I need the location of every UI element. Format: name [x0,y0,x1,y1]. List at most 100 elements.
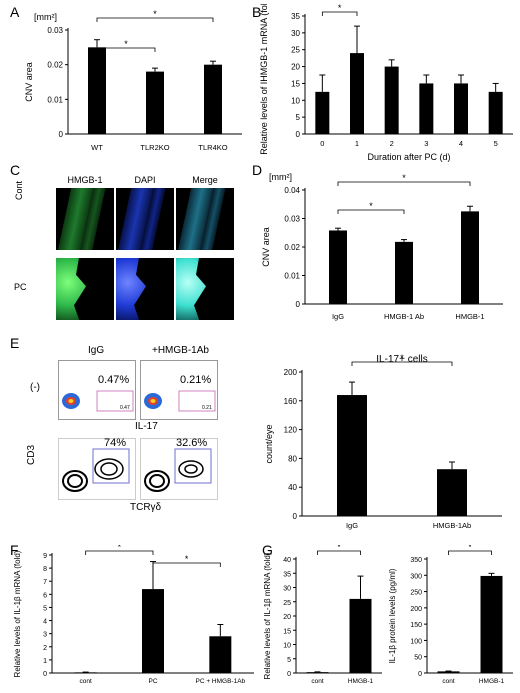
y-tick-label-g2: 100 [410,638,422,645]
x-tick-label-f: PC [148,678,157,685]
significance-star-a: * [124,39,128,49]
bar-d-1 [395,241,413,304]
bar-b-5 [488,91,503,134]
flow-plot-igg-tcr [58,438,136,500]
y-axis-label-b: Relative levels of IHMGB-1 mRNA (fold) [259,4,269,155]
flow-dots-igg [62,390,134,412]
flow-row-label: (-) [30,382,40,393]
flow-x-label-il17: IL-17 [135,421,158,432]
x-tick-label-f: cont [80,678,92,685]
y-tick-label-f: 7 [43,579,47,586]
y-tick-label-f: 9 [43,553,47,560]
bar-f-1 [142,589,164,673]
y-tick-label-g2: 250 [410,590,422,597]
y-axis-label-a: CNV area [24,62,34,102]
significance-bracket-f [152,562,221,567]
y-tick-label-g2: 50 [414,655,422,662]
y-tick-label-b: 0 [296,130,301,139]
y-axis-label-g2: IL-1β protein levels (pg/ml) [388,568,397,663]
unit-label-a: [mm²] [34,12,57,22]
significance-bracket-d [337,181,471,186]
y-tick-label-b: 25 [291,46,300,55]
y-tick-label-b: 5 [296,113,301,122]
bar-e-0 [337,395,367,516]
flow-plot-hmgb1ab-tcr [140,438,218,500]
column-title-merge: Merge [192,175,218,185]
bar-d-2 [461,211,479,304]
y-tick-label-g1: 30 [283,586,291,593]
y-tick-label-f: 0 [43,671,47,678]
x-tick-label-d: IgG [332,312,344,321]
flow-title-hmgb1ab: +HMGB-1Ab [152,345,209,356]
y-axis-label-f: Relative levels of IL-1β mRNA (fold) [13,550,22,677]
flow-dots-hmgb1ab [144,390,216,412]
y-tick-label-f: 4 [43,619,47,626]
bar-a-2 [204,64,222,134]
column-title-dapi: DAPI [134,175,156,185]
bar-d-0 [329,230,347,304]
y-tick-label-d: 0.04 [284,186,300,195]
significance-star-d: * [369,201,373,211]
chart-g-il1b-protein: 0 50 100 150 200 250 300 350 cont HMGB-1 IL-1β pro… [388,545,513,685]
bar-b-0 [315,91,330,134]
bar-g1-1 [349,598,372,673]
bar-f-0 [74,672,97,673]
y-tick-label-e: 40 [288,483,297,492]
panel-label-f: F [10,542,19,558]
significance-bracket-a [96,17,214,22]
bar-g2-0 [437,671,460,673]
y-tick-label-a: 0.02 [47,61,63,70]
significance-star-g1: * [337,545,341,552]
flow-x-label-tcr: TCRγδ [130,502,162,513]
significance-star-f: * [118,545,122,552]
panel-label-c: C [10,162,21,178]
significance-bracket-b [321,11,358,16]
x-tick-label-b: 3 [424,139,428,148]
bar-b-2 [384,66,399,134]
y-axis-label-g1: Relative levels of IL-1β mRNA (fold) [263,552,272,679]
flow-small-hmgb1ab: 0.21 [202,405,212,411]
y-tick-label-g1: 5 [287,657,291,664]
y-tick-label-g1: 0 [287,671,291,678]
chart-g-il1b-mrna: 0 5 10 15 20 25 30 35 40 cont HMGB-1 Relative level… [263,545,382,685]
bar-b-4 [454,83,468,134]
y-axis-label-e: count/eye [264,424,274,463]
significance-bracket-a [96,47,156,52]
micrograph-pc-hmgb1 [56,258,114,320]
significance-bracket-d [337,209,405,214]
y-tick-label-f: 5 [43,605,47,612]
x-tick-label-a: WT [91,143,103,152]
x-tick-label-b: 0 [320,139,324,148]
bar-g2-1 [480,575,503,673]
flow-title-igg: IgG [88,345,105,356]
y-tick-label-b: 30 [291,29,300,38]
bar-g1-0 [306,672,329,673]
micrograph-pc-dapi [116,258,174,320]
flow-pct-igg: 0.47% [98,374,130,386]
flow-y-label-cd3: CD3 [26,444,37,465]
bar-a-0 [88,47,106,135]
flow-plot-hmgb1ab-il17 [140,360,218,420]
panel-label-d: D [252,162,263,178]
micrograph-cont-hmgb1 [56,188,114,250]
significance-bracket-g2 [448,550,492,555]
y-tick-label-a: 0.03 [47,26,63,35]
x-tick-label-d: HMGB-1 Ab [384,312,424,321]
flow-contour-igg [62,448,130,492]
row-label-pc: PC [14,282,27,292]
y-tick-label-f: 8 [43,566,47,573]
unit-label-d: [mm²] [269,172,292,182]
y-tick-label-f: 3 [43,632,47,639]
chart-title-e: IL-17+ cells [376,354,427,365]
y-tick-label-d: 0.03 [284,215,300,224]
significance-bracket-f [85,550,154,555]
micrograph-cont-dapi [116,188,174,250]
bar-b-3 [419,83,434,134]
x-tick-label-d: HMGB-1 [455,312,484,321]
y-axis-label-d: CNV area [261,227,271,267]
y-tick-label-b: 20 [291,63,300,72]
x-tick-label-e: IgG [346,521,358,530]
x-tick-label-e: HMGB-1Ab [433,521,471,530]
row-label-cont: Cont [14,180,24,200]
significance-bracket-g1 [317,550,361,555]
